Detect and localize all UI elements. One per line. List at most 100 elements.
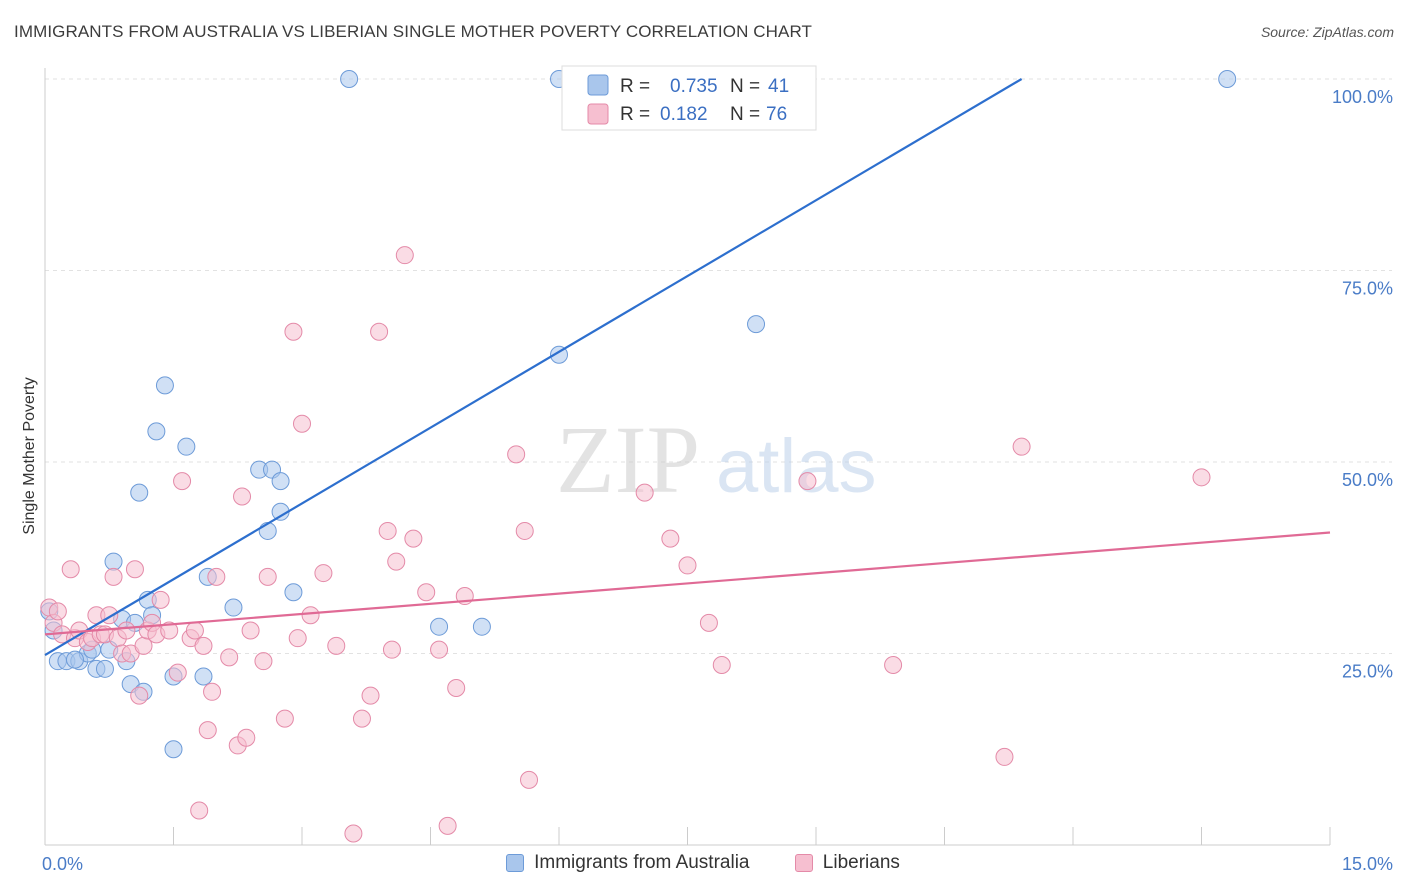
point-australia-31 xyxy=(340,70,359,88)
point-liberians-63 xyxy=(507,445,526,464)
point-liberians-46 xyxy=(301,606,320,625)
stats-n-label-2: N = xyxy=(730,104,760,125)
y-tick-label-0: 100.0% xyxy=(1332,87,1393,107)
point-liberians-40 xyxy=(254,652,273,671)
legend: Immigrants from Australia Liberians xyxy=(0,852,1406,878)
point-liberians-71 xyxy=(798,472,817,491)
point-australia-36 xyxy=(747,315,766,334)
point-australia-20 xyxy=(164,740,183,759)
point-liberians-44 xyxy=(288,629,307,648)
stats-n-label-1: N = xyxy=(730,76,760,97)
grid-lines xyxy=(45,78,1392,654)
trend-line-australia xyxy=(44,78,1023,656)
point-australia-26 xyxy=(258,521,277,540)
watermark-zip: ZIP xyxy=(556,406,700,513)
trend-line-liberians xyxy=(44,531,1331,636)
chart-title: IMMIGRANTS FROM AUSTRALIA VS LIBERIAN SI… xyxy=(14,22,813,41)
point-australia-16 xyxy=(147,422,166,441)
point-liberians-67 xyxy=(661,529,680,548)
point-liberians-31 xyxy=(194,636,213,655)
point-liberians-56 xyxy=(395,246,414,265)
point-liberians-49 xyxy=(344,824,363,843)
point-australia-30 xyxy=(284,583,303,602)
point-australia-28 xyxy=(271,472,290,491)
point-liberians-74 xyxy=(1012,437,1031,456)
y-tick-label-3: 25.0% xyxy=(1342,662,1393,682)
stats-r-label-1: R = xyxy=(620,76,650,97)
point-liberians-60 xyxy=(438,816,457,835)
point-liberians-24 xyxy=(151,590,170,609)
point-australia-21 xyxy=(177,437,196,456)
legend-swatch-blue xyxy=(506,854,525,872)
stats-swatch-blue xyxy=(587,74,609,96)
watermark: ZIP atlas xyxy=(556,406,877,513)
point-australia-9 xyxy=(104,552,123,571)
point-liberians-57 xyxy=(404,529,423,548)
x-tick-label-0: 0.0% xyxy=(42,854,83,874)
point-liberians-16 xyxy=(117,621,136,640)
point-liberians-29 xyxy=(185,621,204,640)
point-liberians-19 xyxy=(130,686,149,705)
axes xyxy=(44,68,1331,846)
point-liberians-61 xyxy=(447,678,466,697)
point-liberians-45 xyxy=(293,414,311,433)
point-liberians-75 xyxy=(1192,468,1211,487)
point-liberians-47 xyxy=(314,564,333,583)
point-liberians-68 xyxy=(678,556,697,575)
tick-labels: 100.0% 75.0% 50.0% 25.0% 0.0% 15.0% xyxy=(42,87,1393,874)
legend-item-liberians[interactable]: Liberians xyxy=(794,852,900,874)
point-liberians-65 xyxy=(520,770,539,789)
point-australia-37 xyxy=(1218,70,1237,88)
y-tick-label-2: 50.0% xyxy=(1342,470,1393,490)
point-liberians-66 xyxy=(635,483,654,502)
point-liberians-32 xyxy=(198,721,217,740)
point-liberians-50 xyxy=(352,709,371,728)
point-liberians-37 xyxy=(233,487,252,506)
chart-source: Source: ZipAtlas.com xyxy=(1260,24,1394,40)
point-liberians-33 xyxy=(203,682,222,701)
point-liberians-27 xyxy=(173,472,192,491)
legend-item-australia[interactable]: Immigrants from Australia xyxy=(506,852,750,874)
point-liberians-70 xyxy=(712,655,731,674)
legend-label-liberians: Liberians xyxy=(822,852,900,873)
point-liberians-64 xyxy=(515,521,534,540)
stats-n-value-1: 41 xyxy=(768,76,789,97)
point-liberians-72 xyxy=(884,655,903,674)
point-liberians-41 xyxy=(258,567,277,586)
point-liberians-38 xyxy=(237,728,256,747)
y-axis-label: Single Mother Poverty xyxy=(21,377,38,534)
point-liberians-18 xyxy=(125,560,144,579)
point-liberians-59 xyxy=(430,640,449,659)
point-liberians-43 xyxy=(284,322,303,341)
point-liberians-55 xyxy=(387,552,406,571)
legend-label-australia: Immigrants from Australia xyxy=(534,852,750,873)
point-liberians-34 xyxy=(207,567,226,586)
point-liberians-13 xyxy=(104,567,123,586)
point-liberians-4 xyxy=(61,560,80,579)
point-australia-32 xyxy=(430,617,449,636)
stats-r-value-2: 0.182 xyxy=(660,104,708,125)
point-australia-22 xyxy=(194,667,213,686)
watermark-atlas: atlas xyxy=(716,424,877,509)
point-liberians-35 xyxy=(220,648,239,667)
point-liberians-54 xyxy=(382,640,401,659)
point-liberians-25 xyxy=(160,621,179,640)
point-liberians-69 xyxy=(699,613,718,632)
stats-n-value-2: 76 xyxy=(766,104,787,125)
point-liberians-39 xyxy=(241,621,260,640)
stats-swatch-pink xyxy=(587,103,609,125)
trend-lines xyxy=(44,78,1331,656)
legend-swatch-pink xyxy=(794,854,813,872)
y-tick-label-1: 75.0% xyxy=(1342,279,1393,299)
point-australia-24 xyxy=(224,598,243,617)
point-australia-38 xyxy=(65,650,84,669)
point-liberians-53 xyxy=(378,521,397,540)
point-liberians-58 xyxy=(417,583,436,602)
point-australia-17 xyxy=(130,483,149,502)
series-liberians-points xyxy=(40,246,1211,843)
point-liberians-48 xyxy=(327,636,346,655)
point-liberians-73 xyxy=(995,747,1014,766)
point-australia-33 xyxy=(472,617,491,636)
stats-r-value-1: 0.735 xyxy=(670,76,718,97)
